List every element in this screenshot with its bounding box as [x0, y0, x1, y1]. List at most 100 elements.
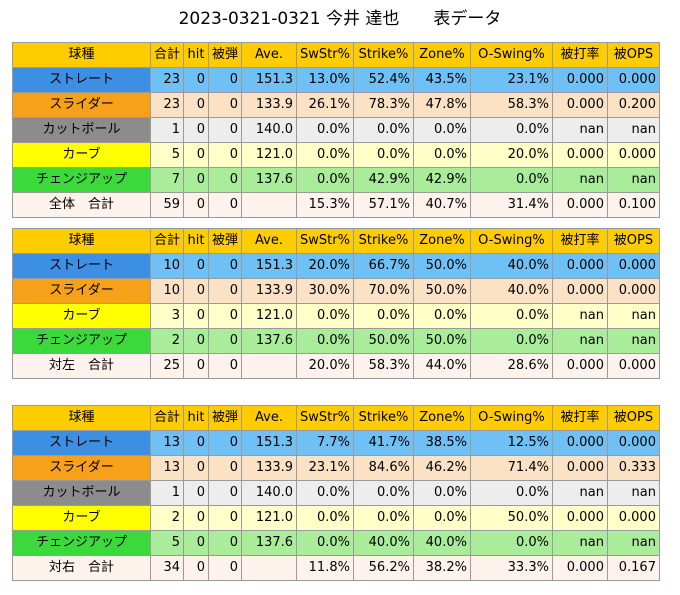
- header-oswing: O-Swing%: [469, 405, 553, 431]
- table-cell-hr: 0: [208, 353, 243, 379]
- table-cell-ops: 0.167: [606, 555, 660, 581]
- table-cell-hit: 0: [183, 555, 210, 581]
- table-cell-hit: 0: [183, 117, 210, 143]
- pitch-table-1: 球種 合計 hit 被弾 Ave. SwStr% Strike% Zone% O-Swing% 被…: [12, 42, 660, 218]
- table-cell-hr: 0: [208, 430, 243, 456]
- header-hr: 被弾: [208, 228, 243, 254]
- table-cell-hit: 0: [183, 253, 210, 279]
- table-cell-hr: 0: [208, 303, 243, 329]
- table-cell-zone: 38.2%: [412, 555, 471, 581]
- table-cell-hit: 0: [183, 505, 210, 531]
- table-cell-hit: 0: [183, 530, 210, 556]
- table-row: カットボール 1 0 0 140.0 0.0% 0.0% 0.0% 0.0% nan nan: [12, 117, 660, 143]
- table-cell-strike: 52.4%: [352, 67, 414, 93]
- table-cell-ave: [241, 555, 298, 581]
- header-hit: hit: [183, 405, 210, 431]
- table-cell-hit: 0: [183, 167, 210, 193]
- table-cell-hit: 0: [183, 480, 210, 506]
- table-cell-oswing: 28.6%: [469, 353, 553, 379]
- table-row: チェンジアップ 2 0 0 137.6 0.0% 50.0% 50.0% 0.0% nan nan: [12, 328, 660, 354]
- table-cell-ave: [241, 353, 298, 379]
- header-pitch-type: 球種: [12, 42, 151, 68]
- table-cell-swstr: 30.0%: [296, 278, 354, 304]
- table-cell-swstr: 0.0%: [296, 505, 354, 531]
- table-cell-batting-avg: 0.000: [551, 555, 608, 581]
- table-cell-total: 1: [149, 117, 185, 143]
- header-total: 合計: [149, 228, 185, 254]
- header-pitch-type: 球種: [12, 228, 151, 254]
- header-hit: hit: [183, 42, 210, 68]
- table-row: チェンジアップ 5 0 0 137.6 0.0% 40.0% 40.0% 0.0% nan nan: [12, 530, 660, 556]
- table-cell-ops: nan: [606, 480, 660, 506]
- table-cell-batting-avg: nan: [551, 530, 608, 556]
- table-cell-oswing: 0.0%: [469, 117, 553, 143]
- table-cell-zone: 50.0%: [412, 278, 471, 304]
- table-cell-ops: 0.000: [606, 253, 660, 279]
- header-hr: 被弾: [208, 42, 243, 68]
- table-cell-batting-avg: nan: [551, 480, 608, 506]
- table-cell-batting-avg: 0.000: [551, 142, 608, 168]
- table-cell-hr: 0: [208, 117, 243, 143]
- pitch-table-2: 球種 合計 hit 被弾 Ave. SwStr% Strike% Zone% O-Swing% 被…: [12, 228, 660, 379]
- table-cell-hr: 0: [208, 167, 243, 193]
- table-cell-ops: nan: [606, 530, 660, 556]
- table-cell-hr: 0: [208, 555, 243, 581]
- table-cell-oswing: 0.0%: [469, 328, 553, 354]
- table-cell-strike: 0.0%: [352, 480, 414, 506]
- table-cell-zone: 0.0%: [412, 480, 471, 506]
- header-hr: 被弾: [208, 405, 243, 431]
- table-cell-total: 13: [149, 455, 185, 481]
- table-cell-batting-avg: 0.000: [551, 430, 608, 456]
- table-cell-oswing: 0.0%: [469, 167, 553, 193]
- header-zone: Zone%: [412, 42, 471, 68]
- table-cell-strike: 50.0%: [352, 328, 414, 354]
- table-cell-hr: 0: [208, 328, 243, 354]
- table-cell-zone: 40.7%: [412, 192, 471, 218]
- pitch-type-cell: ストレート: [12, 253, 151, 279]
- table-cell-strike: 84.6%: [352, 455, 414, 481]
- table-cell-zone: 40.0%: [412, 530, 471, 556]
- header-ave: Ave.: [241, 228, 298, 254]
- table-cell-ave: 140.0: [241, 117, 298, 143]
- pitch-type-cell: カットボール: [12, 117, 151, 143]
- table-cell-swstr: 20.0%: [296, 253, 354, 279]
- header-swstr: SwStr%: [296, 228, 354, 254]
- pitch-type-cell: チェンジアップ: [12, 530, 151, 556]
- table-cell-ops: 0.000: [606, 505, 660, 531]
- table-cell-hit: 0: [183, 92, 210, 118]
- table-cell-total: 34: [149, 555, 185, 581]
- pitch-type-cell: カットボール: [12, 480, 151, 506]
- table-cell-swstr: 0.0%: [296, 303, 354, 329]
- table-cell-oswing: 50.0%: [469, 505, 553, 531]
- table-cell-hit: 0: [183, 353, 210, 379]
- table-cell-batting-avg: 0.000: [551, 67, 608, 93]
- table-cell-ave: 121.0: [241, 303, 298, 329]
- table-cell-batting-avg: 0.000: [551, 455, 608, 481]
- header-oswing: O-Swing%: [469, 228, 553, 254]
- header-ops: 被OPS: [606, 405, 660, 431]
- table-cell-hr: 0: [208, 278, 243, 304]
- table-cell-ave: 151.3: [241, 430, 298, 456]
- table-cell-hr: 0: [208, 67, 243, 93]
- pitch-type-cell: チェンジアップ: [12, 328, 151, 354]
- table-cell-ave: 121.0: [241, 142, 298, 168]
- table-cell-strike: 42.9%: [352, 167, 414, 193]
- table-cell-total: 7: [149, 167, 185, 193]
- pitch-type-cell: スライダー: [12, 278, 151, 304]
- table-cell-strike: 66.7%: [352, 253, 414, 279]
- header-total: 合計: [149, 42, 185, 68]
- table-cell-swstr: 0.0%: [296, 117, 354, 143]
- table-cell-oswing: 0.0%: [469, 303, 553, 329]
- header-ops: 被OPS: [606, 42, 660, 68]
- table-header-row: 球種 合計 hit 被弾 Ave. SwStr% Strike% Zone% O-Swing% 被…: [12, 405, 660, 431]
- table-cell-hr: 0: [208, 253, 243, 279]
- table-cell-zone: 0.0%: [412, 303, 471, 329]
- table-cell-swstr: 7.7%: [296, 430, 354, 456]
- header-strike: Strike%: [352, 42, 414, 68]
- table-cell-zone: 38.5%: [412, 430, 471, 456]
- table-cell-hr: 0: [208, 480, 243, 506]
- pitch-type-cell: スライダー: [12, 92, 151, 118]
- table-cell-oswing: 20.0%: [469, 142, 553, 168]
- table-cell-batting-avg: nan: [551, 303, 608, 329]
- table-cell-batting-avg: 0.000: [551, 353, 608, 379]
